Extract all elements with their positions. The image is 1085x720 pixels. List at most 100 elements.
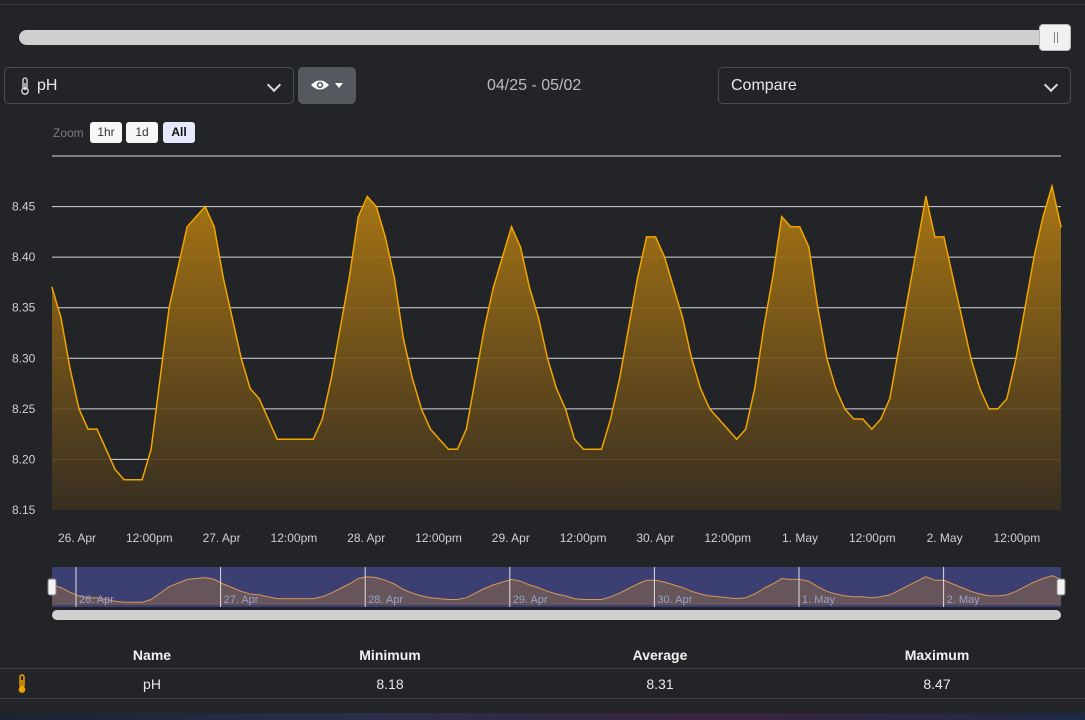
compare-select[interactable]: Compare	[718, 67, 1071, 104]
range-navigator[interactable]: 26. Apr 27. Apr 28. Apr 29. Apr 30. Apr 1. Ma…	[0, 560, 1085, 625]
thermometer-icon	[21, 77, 29, 95]
data-point	[204, 205, 206, 208]
time-slider-handle[interactable]	[1039, 24, 1071, 51]
data-point	[798, 226, 801, 228]
data-point	[105, 448, 107, 451]
chevron-down-icon	[1043, 77, 1059, 93]
data-point	[402, 337, 405, 339]
time-slider-track[interactable]	[19, 30, 1069, 45]
data-point	[564, 408, 567, 410]
data-point	[456, 448, 459, 451]
y-tick-label: 8.40	[12, 250, 36, 264]
data-point	[708, 408, 711, 410]
zoom-1d-button[interactable]: 1d	[126, 122, 158, 143]
data-point	[852, 418, 855, 420]
navigator-label: 30. Apr	[657, 594, 692, 606]
data-point	[862, 418, 864, 420]
x-tick-label: 27. Apr	[203, 531, 241, 545]
x-tick-label: 30. Apr	[636, 531, 674, 545]
x-tick-label: 1. May	[782, 531, 818, 545]
data-point	[1006, 397, 1008, 400]
zoom-all-button[interactable]: All	[163, 122, 195, 143]
navigator-scrollbar[interactable]	[52, 610, 1061, 620]
data-point	[988, 408, 990, 410]
data-point	[898, 347, 900, 349]
data-point	[1015, 357, 1017, 360]
data-point	[375, 205, 378, 208]
data-point	[1033, 256, 1035, 258]
data-point	[420, 408, 423, 410]
data-point	[609, 418, 612, 420]
navigator-label: 28. Apr	[368, 594, 403, 606]
data-point	[871, 428, 873, 430]
zoom-1hr-button[interactable]: 1hr	[90, 122, 122, 143]
data-point	[60, 317, 62, 319]
series-area-fill	[52, 186, 1061, 511]
data-point	[970, 357, 972, 360]
data-point	[483, 327, 486, 329]
sensor-select-label: pH	[37, 77, 58, 94]
data-point	[654, 236, 657, 238]
data-point	[231, 317, 233, 319]
data-point	[636, 276, 639, 279]
data-point	[510, 226, 513, 228]
navigator-series-area	[52, 575, 1061, 605]
data-point	[87, 428, 89, 430]
navigator-label: 29. Apr	[513, 594, 548, 606]
data-point	[807, 246, 810, 248]
row-maximum: 8.47	[923, 676, 951, 692]
y-tick-label: 8.15	[12, 503, 36, 517]
data-point	[267, 418, 270, 420]
x-tick-label: 12:00pm	[704, 531, 751, 545]
data-point	[834, 387, 837, 390]
data-point	[474, 377, 477, 380]
x-tick-label: 12:00pm	[415, 531, 462, 545]
row-average: 8.31	[646, 676, 674, 692]
data-point	[384, 236, 387, 238]
data-point	[438, 438, 441, 441]
data-point	[96, 428, 98, 430]
data-point	[330, 377, 333, 380]
navigator-label: 2. May	[947, 594, 981, 606]
data-point	[78, 408, 80, 410]
chevron-down-icon	[266, 77, 282, 93]
navigator-label: 1. May	[802, 594, 836, 606]
data-point	[771, 276, 774, 279]
data-point	[780, 215, 783, 218]
visibility-toggle-button[interactable]	[298, 67, 356, 104]
data-point	[348, 276, 351, 279]
data-point	[312, 438, 315, 441]
data-point	[600, 448, 603, 451]
data-point	[627, 327, 630, 329]
x-tick-label: 12:00pm	[560, 531, 607, 545]
data-point	[925, 195, 927, 198]
data-point	[213, 226, 215, 228]
x-tick-label: 2. May	[927, 531, 963, 545]
data-point	[582, 448, 585, 451]
data-point	[943, 236, 945, 238]
navigator-right-handle[interactable]	[1056, 578, 1066, 596]
data-point	[717, 418, 720, 420]
data-point	[735, 438, 738, 441]
x-tick-label: 29. Apr	[492, 531, 530, 545]
data-point	[789, 226, 792, 228]
data-point	[465, 428, 468, 430]
data-point	[537, 317, 540, 319]
data-point	[240, 357, 242, 360]
data-point	[501, 256, 504, 258]
x-tick-label: 12:00pm	[849, 531, 896, 545]
sensor-select[interactable]: pH	[4, 67, 294, 104]
data-point	[285, 438, 288, 441]
data-point	[672, 286, 675, 289]
navigator-label: 26. Apr	[79, 594, 114, 606]
data-point	[555, 387, 558, 390]
caret-down-icon	[335, 83, 343, 88]
data-point	[492, 286, 495, 289]
navigator-left-handle[interactable]	[47, 578, 57, 596]
y-tick-label: 8.45	[12, 200, 36, 214]
data-point	[294, 438, 297, 441]
data-point	[51, 286, 53, 289]
data-point	[186, 226, 188, 228]
data-point	[618, 377, 621, 380]
data-point	[195, 215, 197, 218]
